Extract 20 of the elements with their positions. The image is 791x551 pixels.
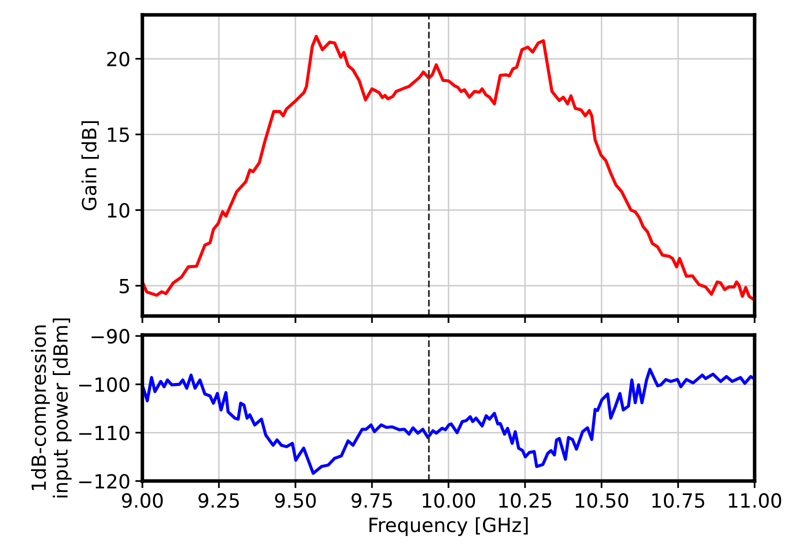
y-tick-label: −110	[79, 426, 130, 440]
x-tick-label: 11.00	[728, 493, 782, 508]
y-tick-label: −90	[92, 328, 130, 344]
y-tick-label: 10	[108, 203, 130, 218]
x-tick-label: 9.00	[122, 493, 163, 508]
y-tick-label: 20	[107, 52, 130, 66]
y-axis-title: 1dB-compression input power [dBm]	[31, 318, 72, 498]
y-tick-label: 15	[108, 128, 129, 142]
y-axis-title: Gain [dB]	[81, 121, 99, 210]
y-tick-label: −100	[79, 377, 130, 392]
x-tick-label: 10.25	[499, 493, 552, 508]
x-tick-label: 9.25	[198, 493, 239, 508]
x-tick-label: 9.75	[352, 493, 392, 508]
x-tick-label: 10.50	[576, 493, 628, 508]
x-tick-label: 10.75	[652, 493, 704, 508]
x-tick-label: 10.00	[422, 493, 476, 508]
y-tick-label: 5	[120, 278, 129, 294]
y-tick-label: −120	[79, 474, 130, 489]
x-axis-title: Frequency [GHz]	[370, 517, 528, 536]
x-tick-label: 9.50	[275, 493, 316, 508]
